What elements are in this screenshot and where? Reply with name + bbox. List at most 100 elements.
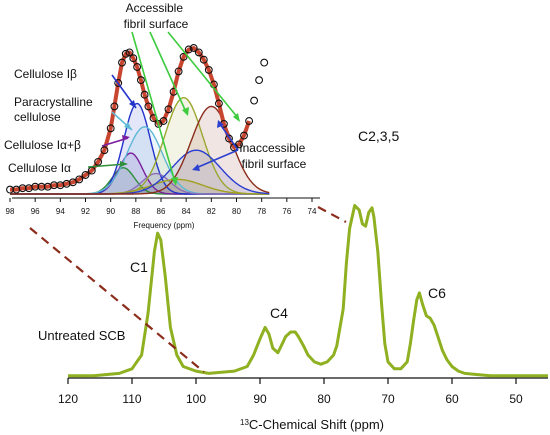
inset-x-tick-label: 94 <box>56 207 65 216</box>
inset-x-tick-label: 92 <box>81 207 90 216</box>
inset-x-tick-label: 82 <box>207 207 216 216</box>
experimental-point <box>106 124 115 133</box>
annotation-arrows <box>87 31 240 186</box>
inset-x-tick-label: 98 <box>6 207 15 216</box>
component-fill <box>10 126 270 194</box>
experimental-point <box>184 45 193 54</box>
arrow-inaccessible-1 <box>195 149 239 169</box>
series-label-untreated-scb: Untreated SCB <box>38 328 125 343</box>
component-curves <box>10 96 270 195</box>
experimental-point <box>121 49 130 58</box>
experimental-point <box>140 90 149 99</box>
arrowhead-cellulose-ib <box>129 100 136 108</box>
experimental-point <box>144 102 153 111</box>
peak-label-c4: C4 <box>270 305 288 321</box>
peak-label-c6: C6 <box>428 285 446 301</box>
label-inaccessible-line2: fibril surface <box>242 157 307 171</box>
label-para-line1: Paracrystalline <box>14 95 93 109</box>
arrowhead-accessible-1 <box>171 177 178 186</box>
deconvolution-inset: 98 96 94 92 90 88 86 84 82 80 78 76 74 Frequency (pp… <box>4 1 320 230</box>
main-x-tick-label: 110 <box>122 392 141 406</box>
experimental-point <box>174 67 183 76</box>
experimental-point <box>100 146 109 155</box>
inset-x-tick-label: 86 <box>157 207 166 216</box>
inset-x-tick-label: 84 <box>182 207 191 216</box>
arrowhead-accessible-2 <box>182 107 189 116</box>
component-fill <box>10 153 270 194</box>
experimental-point <box>159 117 168 125</box>
experimental-point <box>255 76 264 85</box>
main-x-tick-label: 70 <box>381 392 395 406</box>
experimental-point <box>129 54 138 63</box>
x-axis-title: 13C-Chemical Shift (ppm) <box>240 417 384 432</box>
experimental-points <box>6 44 269 194</box>
x-axis-title-superscript: 13 <box>240 418 249 427</box>
arrow-accessible-2 <box>149 31 187 113</box>
label-para-line2: cellulose <box>14 110 61 124</box>
experimental-point <box>136 76 145 85</box>
label-accessible-fibril-surface: Accessible fibril surface <box>124 1 189 31</box>
label-cellulose-ia: Cellulose Iα <box>8 161 71 175</box>
label-paracrystalline-cellulose: Paracrystalline cellulose <box>14 95 96 124</box>
arrowhead-cellulose-iab <box>122 135 130 141</box>
experimental-point <box>81 171 90 179</box>
experimental-point <box>125 48 134 57</box>
total-fit-curve <box>10 46 251 192</box>
component-fill <box>10 106 270 194</box>
experimental-point <box>204 65 213 74</box>
arrowhead-inaccessible-2 <box>217 120 224 128</box>
inset-x-tick-label: 80 <box>232 207 241 216</box>
arrow-inaccessible-2 <box>219 123 239 151</box>
component-fill <box>10 103 270 194</box>
experimental-point <box>179 52 188 61</box>
experimental-point <box>118 58 126 67</box>
peak-label-c235: C2,3,5 <box>358 128 399 144</box>
label-inaccessible-fibril-surface: Inaccessible fibril surface <box>239 141 308 171</box>
label-cellulose-iab: Cellulose Iα+β <box>4 138 81 152</box>
main-spectrum-line <box>68 204 548 378</box>
label-accessible-line1: Accessible <box>126 1 184 15</box>
main-x-tick-label: 60 <box>445 392 459 406</box>
experimental-point <box>245 117 254 125</box>
label-cellulose-ib: Cellulose Iβ <box>14 67 77 81</box>
main-x-tick-label: 50 <box>509 392 523 406</box>
arrowhead-paracrystalline <box>124 122 132 130</box>
zoom-connector-right <box>317 206 347 223</box>
arrow-accessible-3 <box>167 31 239 119</box>
experimental-point <box>94 157 103 166</box>
main-x-tick-label: 90 <box>253 392 267 406</box>
experimental-point <box>75 175 84 184</box>
component-fill <box>10 179 270 194</box>
arrow-accessible-1 <box>131 31 176 183</box>
main-x-tick-label: 100 <box>186 392 206 406</box>
peak-label-c1: C1 <box>130 259 148 275</box>
experimental-point <box>260 58 269 67</box>
inset-x-tick-label: 78 <box>257 207 266 216</box>
inset-x-tick-label: 90 <box>106 207 115 216</box>
inset-x-ticks: 98 96 94 92 90 88 86 84 82 80 78 76 74 <box>6 198 317 216</box>
inset-x-axis-title: Frequency (ppm) <box>134 221 195 230</box>
experimental-point <box>250 96 259 105</box>
experimental-point <box>194 48 203 57</box>
experimental-point <box>199 55 208 64</box>
experimental-point <box>240 131 248 140</box>
arrowhead-accessible-3 <box>233 113 240 122</box>
arrow-cellulose-ia <box>87 163 127 168</box>
experimental-point <box>235 140 243 149</box>
experimental-point <box>110 102 119 111</box>
component-fill <box>10 150 270 194</box>
main-x-tick-label: 80 <box>317 392 331 406</box>
arrowhead-inaccessible-1 <box>192 164 200 171</box>
experimental-point <box>214 99 223 108</box>
experimental-point <box>225 134 233 143</box>
experimental-point <box>133 63 142 71</box>
experimental-point <box>189 44 198 52</box>
zoom-connector-left <box>29 227 205 373</box>
component-fill <box>10 97 270 194</box>
label-inaccessible-line1: Inaccessible <box>239 141 305 155</box>
main-x-ticks: 120 110 100 90 80 70 60 50 <box>58 378 523 406</box>
main-spectrum-chart: 120 110 100 90 80 70 60 50 13C-Chemical Shift (… <box>38 128 548 432</box>
experimental-point <box>68 178 77 187</box>
main-x-tick-label: 120 <box>58 392 78 406</box>
